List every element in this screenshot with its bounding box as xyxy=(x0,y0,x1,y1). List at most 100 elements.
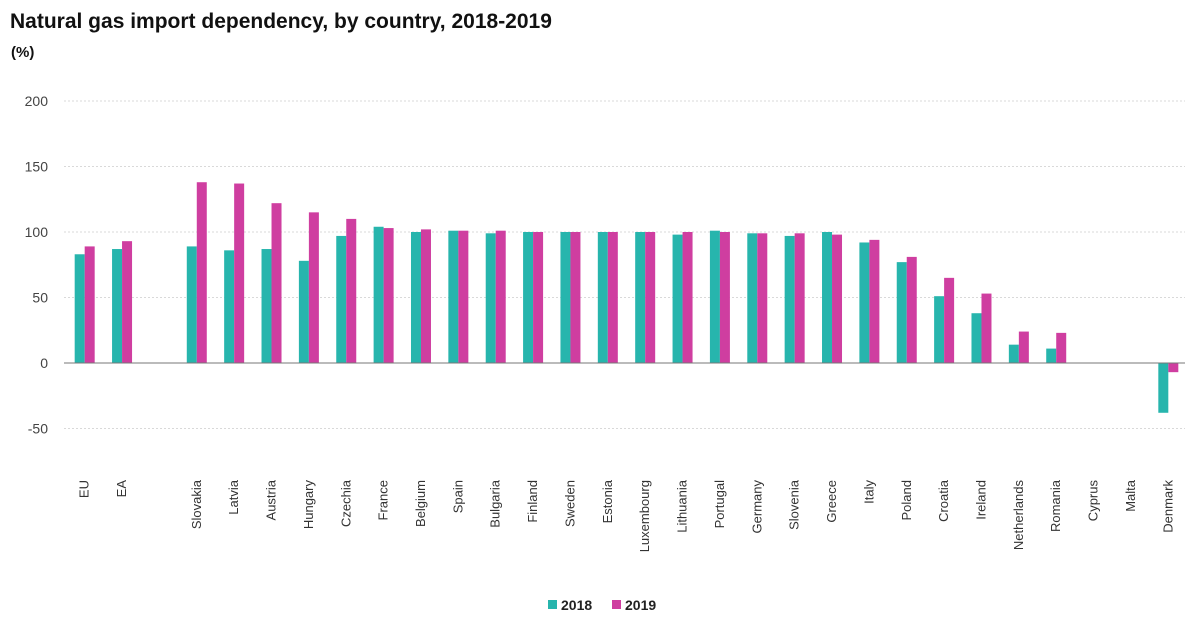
x-axis-labels: EU EA Slovakia Latvia Austria Hungary Czechia F… xyxy=(77,479,1176,552)
bar-2018-slovakia xyxy=(186,246,197,363)
x-tick-label: EU xyxy=(77,480,92,498)
bar-2018-bulgaria xyxy=(485,233,496,363)
bar-2018-latvia xyxy=(224,250,235,363)
bar-2019-portugal xyxy=(719,232,730,363)
x-tick-label: Poland xyxy=(899,480,914,520)
y-tick-label: 100 xyxy=(25,224,49,240)
bar-2019-bulgaria xyxy=(495,230,506,363)
bar-2018-netherlands xyxy=(1008,344,1019,363)
bar-2019-sweden xyxy=(570,232,581,363)
x-tick-label: Greece xyxy=(824,480,839,523)
bar-2019-spain xyxy=(458,230,469,363)
y-tick-label: 150 xyxy=(25,159,49,175)
legend: 2018 2019 xyxy=(548,597,656,613)
x-tick-label: Italy xyxy=(861,480,876,504)
x-tick-label: Malta xyxy=(1123,479,1138,512)
bar-2018-lithuania xyxy=(672,234,683,363)
x-tick-label: Austria xyxy=(264,479,279,520)
bar-2019-eu xyxy=(84,246,95,363)
bar-2018-finland xyxy=(523,232,534,363)
y-tick-label: 50 xyxy=(32,290,48,306)
x-tick-label: Estonia xyxy=(600,479,615,523)
x-tick-label: Cyprus xyxy=(1086,480,1101,522)
bar-2019-belgium xyxy=(420,229,431,363)
bar-2019-finland xyxy=(533,232,544,363)
chart-title: Natural gas import dependency, by countr… xyxy=(10,10,552,33)
bar-2018-ireland xyxy=(971,313,982,363)
legend-swatch-2019 xyxy=(612,600,621,609)
x-tick-label: France xyxy=(376,480,391,520)
x-tick-label: Finland xyxy=(525,480,540,523)
bar-2019-france xyxy=(383,228,394,363)
bar-2019-greece xyxy=(832,234,843,363)
bar-2019-romania xyxy=(1056,332,1067,363)
x-tick-label: Luxembourg xyxy=(637,480,652,552)
x-tick-label: Latvia xyxy=(226,479,241,514)
x-tick-label: Portugal xyxy=(712,480,727,529)
x-tick-label: Spain xyxy=(450,480,465,513)
bar-2019-latvia xyxy=(234,183,245,363)
y-tick-label: -50 xyxy=(28,421,48,437)
x-tick-label: Slovenia xyxy=(787,479,802,530)
bar-2018-portugal xyxy=(709,230,720,363)
bar-2018-sweden xyxy=(560,232,571,363)
legend-label-2019: 2019 xyxy=(625,597,656,613)
bar-2019-lithuania xyxy=(682,232,693,363)
bar-2018-estonia xyxy=(597,232,608,363)
y-tick-label: 200 xyxy=(25,93,49,109)
x-tick-label: Lithuania xyxy=(675,479,690,533)
gridlines xyxy=(64,100,1185,429)
bar-2018-italy xyxy=(859,242,870,363)
bar-2018-france xyxy=(373,226,384,363)
bar-2018-greece xyxy=(822,232,833,363)
bar-2018-luxembourg xyxy=(635,232,646,363)
y-tick-label: 0 xyxy=(40,355,48,371)
bar-2018-slovenia xyxy=(784,235,795,363)
chart-unit-label: (%) xyxy=(11,44,35,61)
x-tick-label: EA xyxy=(114,480,129,498)
bars xyxy=(74,182,1179,413)
bar-2019-czechia xyxy=(346,218,357,363)
bar-2019-austria xyxy=(271,203,282,363)
bar-2019-germany xyxy=(757,233,768,363)
bar-2019-poland xyxy=(906,256,917,363)
bar-2019-ireland xyxy=(981,293,992,363)
bar-2019-luxembourg xyxy=(645,232,656,363)
bar-2019-slovenia xyxy=(794,233,805,363)
x-tick-label: Sweden xyxy=(562,480,577,527)
bar-2019-ea xyxy=(122,241,133,363)
x-tick-label: Bulgaria xyxy=(488,479,503,527)
y-axis-ticks: 200 150 100 50 0 -50 xyxy=(25,93,49,437)
bar-2018-czechia xyxy=(336,235,347,363)
x-tick-label: Denmark xyxy=(1160,480,1175,533)
bar-2018-germany xyxy=(747,233,758,363)
bar-2019-netherlands xyxy=(1018,331,1029,363)
bar-2019-denmark xyxy=(1168,363,1179,373)
x-tick-label: Belgium xyxy=(413,480,428,527)
bar-2018-denmark xyxy=(1158,363,1169,413)
bar-2018-romania xyxy=(1046,348,1057,363)
bar-2018-hungary xyxy=(298,260,309,363)
bar-2019-slovakia xyxy=(196,182,207,363)
legend-label-2018: 2018 xyxy=(561,597,592,613)
bar-2019-estonia xyxy=(607,232,618,363)
x-tick-label: Romania xyxy=(1048,479,1063,532)
x-tick-label: Netherlands xyxy=(1011,480,1026,551)
bar-2018-belgium xyxy=(410,232,421,363)
x-tick-label: Germany xyxy=(749,480,764,534)
x-tick-label: Ireland xyxy=(973,480,988,520)
x-tick-label: Hungary xyxy=(301,480,316,530)
bar-2019-hungary xyxy=(308,212,319,363)
bar-2019-croatia xyxy=(944,277,955,363)
bar-2018-ea xyxy=(112,249,123,363)
bar-2018-austria xyxy=(261,249,272,363)
bar-2018-poland xyxy=(896,262,907,363)
x-tick-label: Slovakia xyxy=(189,479,204,529)
bar-2018-croatia xyxy=(934,296,945,363)
bar-2018-spain xyxy=(448,230,459,363)
bar-2018-eu xyxy=(74,254,85,363)
x-tick-label: Czechia xyxy=(338,479,353,527)
x-tick-label: Croatia xyxy=(936,479,951,522)
legend-swatch-2018 xyxy=(548,600,557,609)
